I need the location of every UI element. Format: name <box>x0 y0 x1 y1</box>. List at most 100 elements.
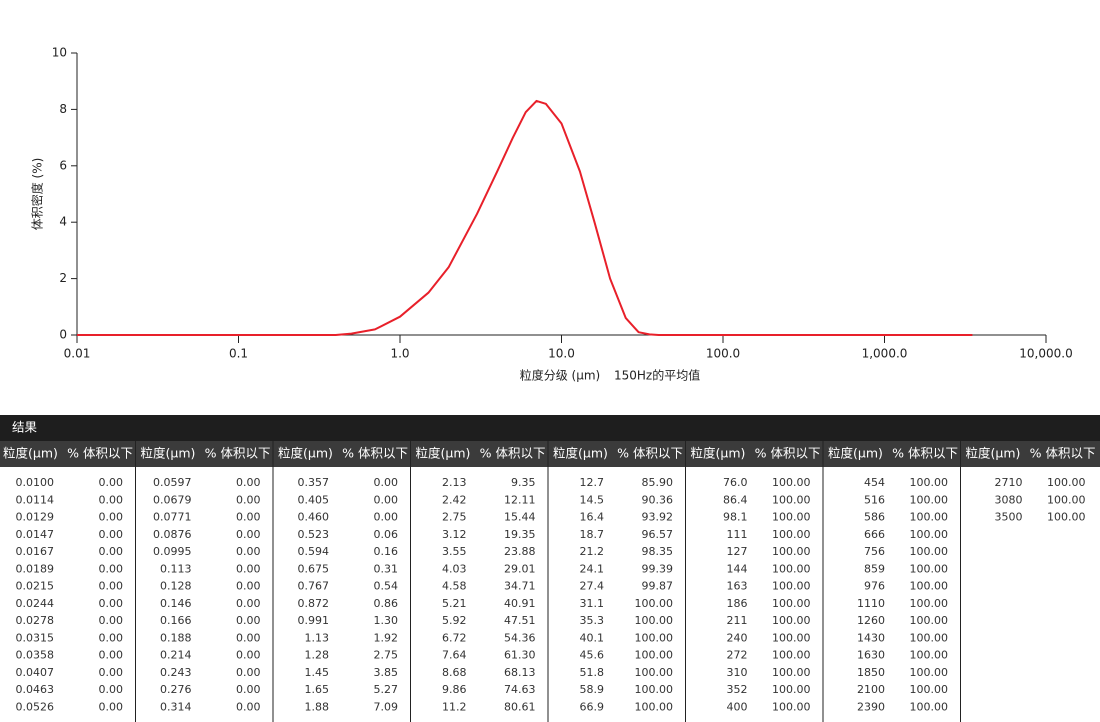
cell-percent: 100.00 <box>772 545 811 558</box>
y-tick-label: 4 <box>59 215 67 229</box>
cell-size: 3080 <box>995 493 1023 506</box>
cell-size: 1430 <box>857 631 885 644</box>
cell-size: 76.0 <box>723 476 748 489</box>
cell-percent: 100.00 <box>772 597 811 610</box>
cell-size: 3.55 <box>442 545 467 558</box>
y-tick-label: 0 <box>59 328 67 342</box>
cell-size: 127 <box>727 545 748 558</box>
cell-size: 0.0463 <box>16 683 55 696</box>
cell-percent: 3.85 <box>374 666 399 679</box>
cell-size: 0.243 <box>160 666 192 679</box>
cell-percent: 100.00 <box>910 631 949 644</box>
cell-size: 2.75 <box>442 511 467 524</box>
y-axis-label: 体积密度 (%) <box>30 158 45 231</box>
table-title-bar <box>0 415 1100 441</box>
cell-size: 400 <box>727 700 748 713</box>
cell-size: 24.1 <box>580 562 605 575</box>
cell-percent: 85.90 <box>642 476 674 489</box>
cell-size: 3500 <box>995 511 1023 524</box>
cell-size: 86.4 <box>723 493 748 506</box>
cell-size: 0.0278 <box>16 614 55 627</box>
cell-percent: 0.00 <box>236 631 261 644</box>
cell-percent: 80.61 <box>504 700 536 713</box>
cell-size: 0.357 <box>298 476 330 489</box>
cell-size: 51.8 <box>580 666 605 679</box>
cell-percent: 100.00 <box>910 580 949 593</box>
cell-size: 859 <box>864 562 885 575</box>
cell-percent: 15.44 <box>504 511 536 524</box>
cell-percent: 100.00 <box>635 649 674 662</box>
cell-percent: 0.00 <box>99 683 124 696</box>
cell-percent: 100.00 <box>635 683 674 696</box>
cell-percent: 100.00 <box>772 700 811 713</box>
x-tick-label: 100.0 <box>706 347 740 361</box>
cell-size: 240 <box>727 631 748 644</box>
cell-percent: 0.00 <box>236 649 261 662</box>
cell-percent: 100.00 <box>772 562 811 575</box>
cell-size: 6.72 <box>442 631 467 644</box>
column-header: 粒度(μm) <box>553 446 608 461</box>
column-header: 粒度(μm) <box>828 446 883 461</box>
y-tick-label: 6 <box>59 158 67 172</box>
cell-percent: 54.36 <box>504 631 536 644</box>
cell-size: 1.28 <box>305 649 330 662</box>
column-header: % 体积以下 <box>480 446 546 461</box>
cell-percent: 23.88 <box>504 545 536 558</box>
cell-size: 0.113 <box>160 562 192 575</box>
cell-size: 0.314 <box>160 700 192 713</box>
cell-percent: 100.00 <box>910 649 949 662</box>
column-header: % 体积以下 <box>205 446 271 461</box>
cell-size: 58.9 <box>580 683 605 696</box>
cell-size: 0.0679 <box>153 493 192 506</box>
cell-percent: 100.00 <box>772 666 811 679</box>
cell-size: 0.0358 <box>16 649 55 662</box>
cell-percent: 0.00 <box>99 700 124 713</box>
cell-percent: 93.92 <box>642 511 674 524</box>
cell-size: 5.21 <box>442 597 467 610</box>
cell-percent: 0.00 <box>374 493 399 506</box>
cell-percent: 90.36 <box>642 493 674 506</box>
cell-size: 40.1 <box>580 631 605 644</box>
column-header: 粒度(μm) <box>966 446 1021 461</box>
cell-percent: 100.00 <box>910 666 949 679</box>
cell-size: 516 <box>864 493 885 506</box>
cell-size: 1.65 <box>305 683 330 696</box>
x-axis-label: 粒度分级 (μm) <box>520 368 601 383</box>
cell-size: 1.88 <box>305 700 330 713</box>
y-tick-label: 10 <box>52 46 67 60</box>
cell-percent: 99.39 <box>642 562 674 575</box>
cell-percent: 0.00 <box>99 597 124 610</box>
cell-size: 0.0147 <box>16 528 55 541</box>
cell-size: 12.7 <box>580 476 605 489</box>
cell-percent: 100.00 <box>772 511 811 524</box>
cell-size: 976 <box>864 580 885 593</box>
cell-percent: 100.00 <box>772 580 811 593</box>
cell-percent: 2.75 <box>374 649 399 662</box>
cell-percent: 100.00 <box>772 528 811 541</box>
column-header: % 体积以下 <box>892 446 958 461</box>
cell-size: 7.64 <box>442 649 467 662</box>
cell-percent: 0.00 <box>236 545 261 558</box>
table-title: 结果 <box>12 420 38 435</box>
x-tick-label: 0.1 <box>229 347 248 361</box>
cell-percent: 19.35 <box>504 528 536 541</box>
cell-percent: 7.09 <box>374 700 399 713</box>
cell-size: 9.86 <box>442 683 467 696</box>
cell-percent: 100.00 <box>772 683 811 696</box>
data-line <box>77 99 973 336</box>
cell-size: 2710 <box>995 476 1023 489</box>
x-tick-label: 10.0 <box>548 347 575 361</box>
cell-percent: 100.00 <box>772 649 811 662</box>
cell-size: 111 <box>727 528 748 541</box>
cell-percent: 100.00 <box>910 493 949 506</box>
cell-percent: 100.00 <box>910 562 949 575</box>
cell-percent: 61.30 <box>504 649 536 662</box>
cell-size: 2100 <box>857 683 885 696</box>
column-header: % 体积以下 <box>67 446 133 461</box>
cell-percent: 100.00 <box>635 700 674 713</box>
cell-percent: 0.00 <box>236 562 261 575</box>
cell-size: 2390 <box>857 700 885 713</box>
cell-size: 1630 <box>857 649 885 662</box>
cell-percent: 0.00 <box>236 683 261 696</box>
cell-size: 14.5 <box>580 493 605 506</box>
